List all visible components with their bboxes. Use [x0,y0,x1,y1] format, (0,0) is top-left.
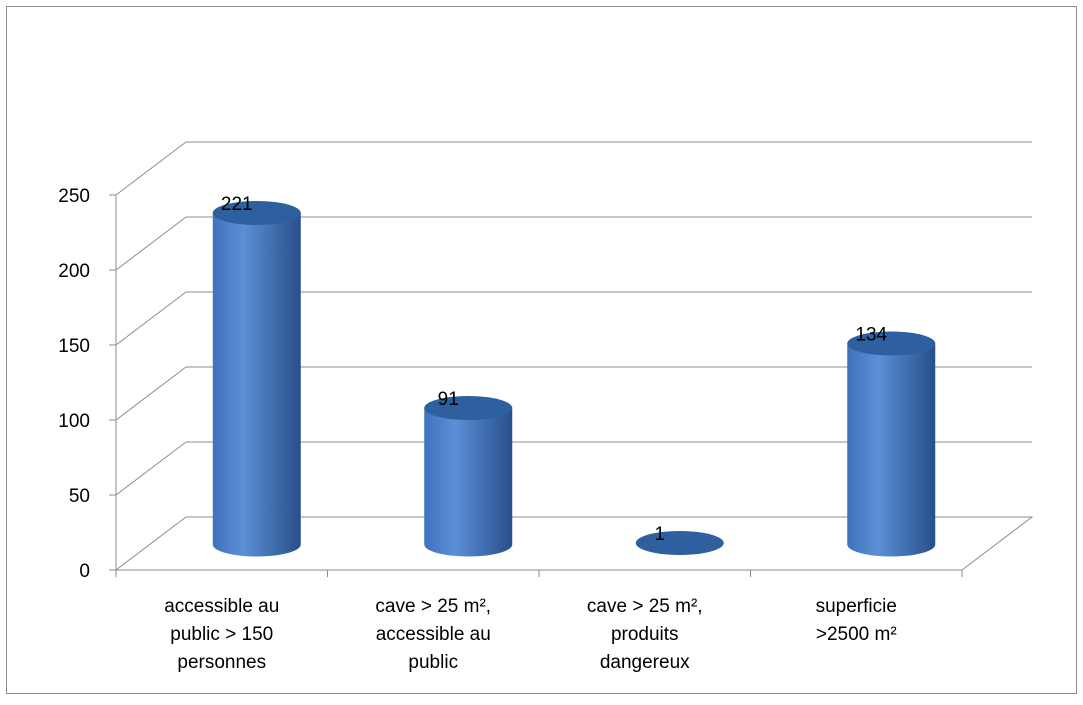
x-category-label-line: public > 150 [170,624,273,645]
x-category-label-line: >2500 m² [816,624,897,645]
x-category-label: superficie >2500 m² [816,596,897,645]
data-label: 221 [221,194,253,215]
bar [847,331,936,557]
bar-top [635,531,724,555]
y-tick-label: 150 [58,336,90,357]
y-tick-label: 250 [58,186,90,207]
bar [212,201,301,557]
gridline-side [115,366,187,421]
y-tick-label: 100 [58,411,90,432]
gridline-side [115,441,187,496]
gridline-side [115,291,187,346]
bar-body [847,343,936,557]
bar-top [847,331,936,356]
x-category-label-line: cave > 25 m², [587,596,703,617]
bar [635,531,724,555]
x-category-label-line: dangereux [600,652,690,673]
y-tick-label: 50 [69,486,90,507]
x-category-label-line: superficie [816,596,897,617]
bars [212,201,936,557]
data-labels: 221 91 1 134 [221,194,888,545]
y-tick-label: 0 [79,561,90,582]
x-category-label-line: cave > 25 m², [375,596,491,617]
bar-top [212,201,301,225]
bar-top [424,396,513,420]
x-category-label: cave > 25 m², accessible au public [375,596,491,673]
bar-body [424,408,513,557]
data-label: 1 [654,524,665,545]
y-axis: 0 50 100 150 200 250 [58,186,116,582]
gridline-side [115,216,187,271]
bar-body [212,213,301,557]
x-category-label: cave > 25 m², produits dangereux [587,596,703,673]
bar [424,396,513,557]
x-category-label-line: public [408,652,458,673]
x-axis: accessible au public > 150 personnes cave >… [115,570,963,673]
data-label: 134 [855,325,887,346]
gridline-side [115,141,187,196]
x-category-label: accessible au public > 150 personnes [164,596,279,673]
x-category-label-line: personnes [177,652,266,673]
y-tick-label: 200 [58,261,90,282]
x-category-label-line: accessible au [376,624,491,645]
floor-outline [115,516,1034,571]
data-label: 91 [438,389,459,410]
x-category-label-line: produits [611,624,679,645]
x-category-label-line: accessible au [164,596,279,617]
